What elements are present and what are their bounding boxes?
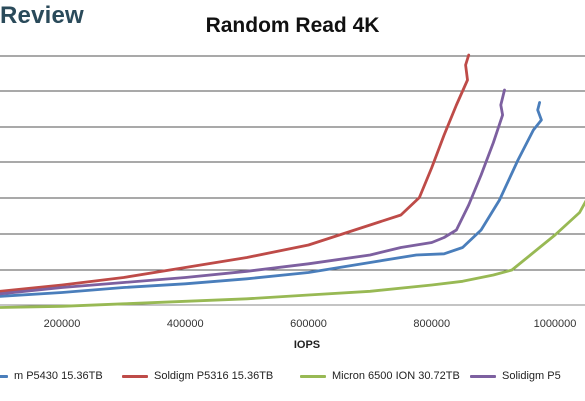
legend-label: Micron 6500 ION 30.72TB — [332, 370, 460, 382]
x-tick-labels: 200000 400000 600000 800000 1000000 — [44, 318, 577, 330]
gridlines — [0, 55, 585, 271]
legend-swatch — [0, 374, 8, 378]
x-tick-label: 200000 — [44, 318, 81, 330]
legend-item: Solidigm P5 — [470, 370, 561, 382]
series-line-2 — [0, 53, 471, 293]
x-axis-label: IOPS — [294, 339, 320, 351]
legend-swatch — [122, 374, 148, 378]
series-line-1 — [0, 101, 543, 298]
legend-swatch — [470, 374, 496, 378]
series-line-3 — [0, 199, 585, 309]
x-tick-label: 600000 — [290, 318, 327, 330]
legend-label: Soldigm P5316 15.36TB — [154, 370, 274, 382]
x-tick-label: 800000 — [413, 318, 450, 330]
legend-label: Solidigm P5 — [502, 370, 561, 382]
chart-title: Random Read 4K — [205, 14, 380, 37]
x-tick-label: 400000 — [167, 318, 204, 330]
legend-item: Soldigm P5316 15.36TB — [122, 370, 273, 382]
legend-swatch — [300, 374, 326, 378]
x-tick-label: 1000000 — [534, 318, 577, 330]
series-line-4 — [0, 88, 506, 296]
legend-item: Micron 6500 ION 30.72TB — [300, 370, 460, 382]
series-layer — [0, 53, 585, 309]
legend: m P5430 15.36TB Soldigm P5316 15.36TB Micr… — [0, 370, 585, 390]
legend-item: m P5430 15.36TB — [0, 370, 103, 382]
legend-label: m P5430 15.36TB — [14, 370, 103, 382]
review-logo: Review — [0, 2, 84, 29]
